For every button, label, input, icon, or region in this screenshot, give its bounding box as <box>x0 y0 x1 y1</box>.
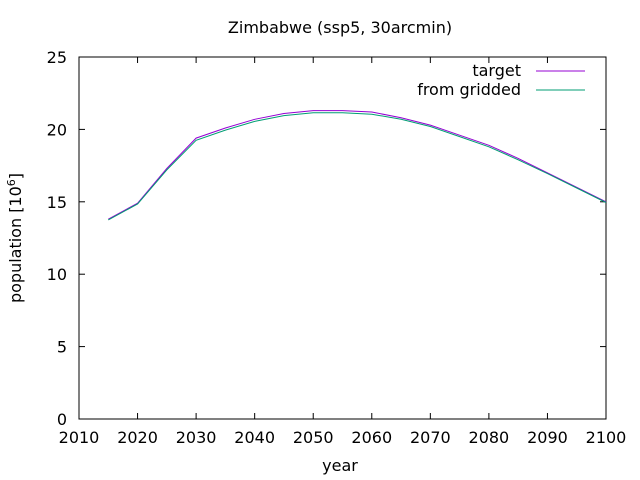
y-tick-label: 0 <box>57 410 67 429</box>
x-tick-label: 2020 <box>117 428 158 447</box>
series-line-1 <box>108 110 607 220</box>
y-axis-label: population [106] <box>5 173 26 303</box>
x-tick-label: 2050 <box>293 428 334 447</box>
x-tick-label: 2100 <box>586 428 627 447</box>
x-axis-ticks: 2010 2020 2030 2040 2050 2060 2070 2080 2090 2100 <box>59 57 627 447</box>
x-tick-label: 2060 <box>351 428 392 447</box>
x-tick-label: 2070 <box>410 428 451 447</box>
legend-label: target <box>472 61 521 80</box>
series-line-2 <box>108 112 607 221</box>
y-axis-ticks: 0 5 10 15 20 25 <box>47 48 606 429</box>
x-tick-label: 2090 <box>527 428 568 447</box>
chart-title: Zimbabwe (ssp5, 30arcmin) <box>228 18 452 37</box>
series-lines <box>108 110 607 221</box>
y-axis-label-base: population [10 <box>6 186 25 303</box>
x-tick-label: 2040 <box>234 428 275 447</box>
x-tick-label: 2010 <box>59 428 100 447</box>
y-tick-label: 25 <box>47 48 67 67</box>
y-tick-label: 20 <box>47 120 67 139</box>
legend-label: from gridded <box>417 80 521 99</box>
x-tick-label: 2080 <box>469 428 510 447</box>
x-tick-label: 2030 <box>176 428 217 447</box>
plot-frame <box>78 56 607 420</box>
x-axis-label: year <box>322 456 358 475</box>
y-axis-label-exponent: 6 <box>5 179 18 186</box>
y-tick-label: 10 <box>47 265 67 284</box>
y-axis-label-close: ] <box>6 173 25 179</box>
y-tick-label: 5 <box>57 338 67 357</box>
y-tick-label: 15 <box>47 193 67 212</box>
